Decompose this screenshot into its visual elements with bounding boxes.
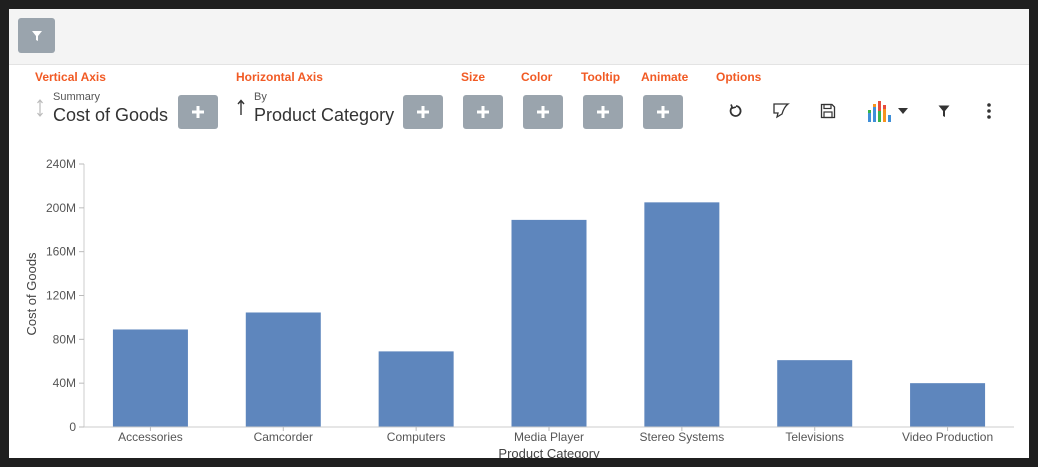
add-tooltip-button[interactable]	[583, 95, 623, 129]
bar	[112, 329, 188, 427]
sort-updown-icon	[37, 99, 43, 117]
x-tick-label: Camcorder	[254, 430, 313, 444]
chart-type-icon	[868, 101, 891, 122]
vertical-axis-summary: Summary	[53, 91, 101, 103]
add-vertical-axis-button[interactable]	[178, 95, 218, 129]
x-tick-label: Accessories	[118, 430, 183, 444]
x-tick-label: Computers	[387, 430, 446, 444]
y-tick-label: 40M	[53, 376, 76, 390]
vertical-axis-field[interactable]: Summary Cost of Goods	[36, 91, 176, 131]
horizontal-axis-value: Product Category	[254, 105, 395, 125]
x-tick-label: Stereo Systems	[640, 430, 725, 444]
horizontal-axis-field[interactable]: By Product Category	[237, 91, 407, 131]
y-tick-label: 200M	[46, 201, 76, 215]
y-tick-label: 160M	[46, 245, 76, 259]
filter-icon	[938, 105, 950, 117]
animate-label: Animate	[641, 70, 689, 84]
options-label: Options	[716, 70, 762, 84]
y-tick-label: 80M	[53, 332, 76, 346]
save-button[interactable]	[814, 97, 842, 125]
y-tick-label: 120M	[46, 289, 76, 303]
y-axis-title: Cost of Goods	[24, 252, 39, 336]
x-axis-title: Product Category	[498, 446, 600, 458]
x-tick-label: Televisions	[785, 430, 844, 444]
bar-chart: 0 40M 80M 120M 160M 200M 240M Accessories Camcor…	[24, 157, 1014, 458]
vertical-axis-value: Cost of Goods	[53, 105, 169, 125]
add-animate-button[interactable]	[643, 95, 683, 129]
filter-button[interactable]	[18, 18, 55, 53]
plus-icon	[657, 106, 669, 118]
plus-icon	[417, 106, 429, 118]
annotate-icon	[773, 103, 790, 119]
bar	[511, 219, 587, 427]
bar	[910, 383, 986, 427]
horizontal-axis-by: By	[254, 91, 267, 103]
plus-icon	[597, 106, 609, 118]
bar	[644, 202, 720, 427]
add-size-button[interactable]	[463, 95, 503, 129]
add-horizontal-axis-button[interactable]	[403, 95, 443, 129]
y-tick-label: 240M	[46, 157, 76, 171]
x-tick-label: Media Player	[514, 430, 584, 444]
vertical-axis-label: Vertical Axis	[35, 70, 106, 84]
filter-options-button[interactable]	[930, 97, 958, 125]
bar	[378, 351, 454, 427]
chart-panel: Vertical Axis Horizontal Axis Size Color…	[9, 9, 1029, 458]
annotate-button[interactable]	[767, 97, 795, 125]
tooltip-label: Tooltip	[581, 70, 621, 84]
size-label: Size	[461, 70, 486, 84]
color-label: Color	[521, 70, 553, 84]
sort-up-icon	[237, 99, 245, 115]
top-toolbar	[9, 9, 1029, 65]
more-options-button[interactable]	[975, 97, 1003, 125]
chevron-down-icon	[898, 108, 908, 114]
plus-icon	[477, 106, 489, 118]
refresh-icon	[729, 104, 742, 117]
bar	[245, 312, 321, 427]
plus-icon	[192, 106, 204, 118]
plus-icon	[537, 106, 549, 118]
add-color-button[interactable]	[523, 95, 563, 129]
bar	[777, 360, 853, 427]
filter-icon	[31, 30, 42, 41]
y-tick-label: 0	[69, 420, 76, 434]
more-vertical-icon	[987, 103, 991, 119]
chart-type-button[interactable]	[862, 97, 912, 125]
horizontal-axis-label: Horizontal Axis	[236, 70, 323, 84]
save-icon	[820, 103, 836, 119]
refresh-button[interactable]	[722, 97, 750, 125]
x-tick-label: Video Production	[902, 430, 993, 444]
